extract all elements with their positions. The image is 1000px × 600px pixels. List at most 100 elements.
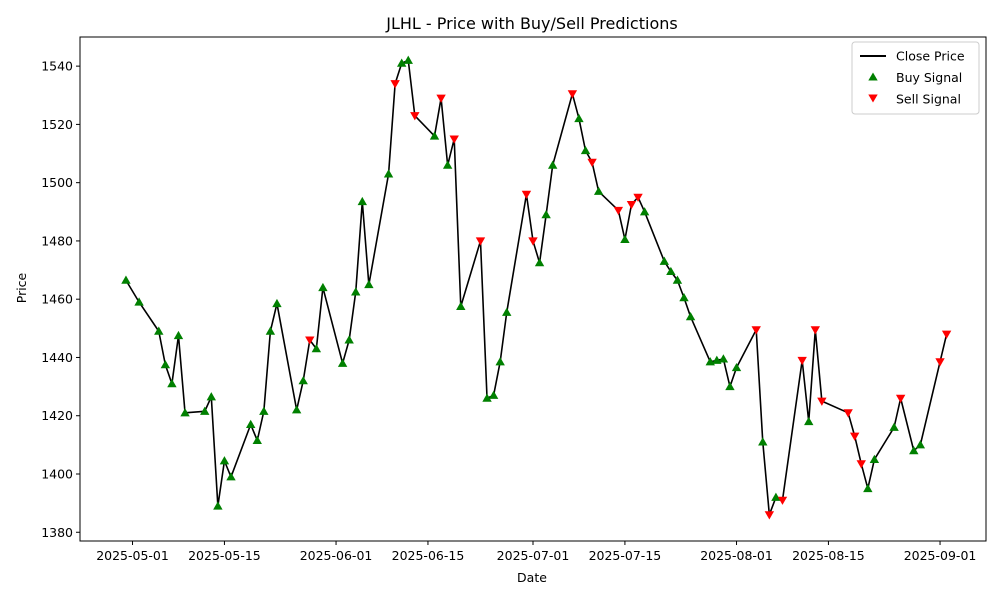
buy-signal-marker [259,406,269,415]
buy-signal-marker [718,354,729,363]
buy-signal-marker [679,293,689,302]
buy-signal-marker [502,307,512,316]
sell-signal-marker [633,193,643,202]
sell-signal-marker [613,206,624,216]
buy-signal-marker [383,169,394,178]
x-axis: 2025-05-01 2025-05-15 2025-06-01 2025-06-15… [96,541,976,563]
legend-label-sell: Sell Signal [896,92,961,107]
buy-signal-marker [318,282,328,292]
sell-signal-marker [587,158,597,167]
x-tick-label: 2025-05-01 [96,548,169,563]
buy-signal-marker [482,393,492,402]
buy-signal-marker [639,207,650,216]
buy-signal-marker [725,381,735,391]
x-tick-label: 2025-05-15 [188,548,261,563]
buy-signal-marker [758,437,768,446]
buy-signal-marker [620,234,630,243]
buy-signal-marker [403,55,413,64]
buy-signal-marker [206,392,217,401]
buy-signal-marker [731,362,742,372]
buy-signal-marker [226,472,236,481]
y-tick-label: 1440 [41,350,73,365]
x-axis-label: Date [517,570,547,585]
y-tick-label: 1420 [41,408,73,423]
legend-buy-marker [868,72,878,81]
legend: Close Price Buy Signal Sell Signal [851,41,980,115]
x-tick-label: 2025-07-01 [497,548,570,563]
sell-signal-marker [941,330,952,339]
buy-signal-marker [889,422,899,431]
buy-signal-marker [121,275,131,284]
y-tick-label: 1500 [41,175,73,190]
buy-signal-marker [134,297,144,306]
sell-signal-marker [528,237,538,246]
sell-signal-marker [935,358,945,367]
buy-signal-marker [593,186,604,195]
sell-signal-marker [817,397,827,406]
buy-signal-marker [541,210,551,219]
buy-signal-marker [160,360,171,369]
buy-signal-marker [771,492,781,501]
buy-signal-marker [547,160,558,169]
sell-signal-marker [449,135,459,144]
x-tick-label: 2025-06-15 [392,548,465,563]
buy-signal-marker [180,408,190,417]
buy-signal-marker [488,390,499,399]
buy-signal-marker [265,326,276,335]
y-tick-label: 1520 [41,117,73,132]
sell-signal-marker [567,90,578,99]
buy-signal-marker [396,58,407,67]
buy-signal-marker [869,454,880,463]
sell-signal-marker [856,460,866,469]
buy-signal-marker [272,298,282,308]
sell-signal-marker [305,336,315,345]
sell-signal-marker [390,80,400,89]
legend-box [851,41,980,115]
legend-label-close: Close Price [896,49,965,64]
legend-label-buy: Buy Signal [896,70,962,85]
sell-signal-marker [797,356,807,366]
buy-signal-marker [534,258,545,267]
sell-signal-marker [436,94,446,103]
buy-signal-marker [173,330,184,340]
buy-signal-marker [291,405,302,414]
buy-signal-marker [213,501,223,510]
y-tick-label: 1380 [41,525,73,540]
legend-sell-marker [868,94,878,103]
buy-signal-marker [456,301,466,311]
sell-signal-marker [626,200,637,210]
sell-signal-marker [777,496,788,505]
buy-signal-marker [495,357,505,366]
buy-signal-marker [804,416,814,426]
sell-signal-marker [843,409,853,418]
y-axis-label: Price [14,272,29,303]
x-tick-label: 2025-08-15 [792,548,865,563]
chart-title: JLHL - Price with Buy/Sell Predictions [385,14,677,33]
sell-signal-marker [410,112,420,121]
sell-signal-marker [764,511,775,520]
buy-signal-marker [659,256,670,265]
sell-signal-marker [810,326,821,335]
buy-signal-marker [351,287,361,296]
buy-signal-marker [364,279,374,289]
buy-signal-marker [252,435,262,445]
buy-signal-marker [429,131,440,140]
buy-signal-marker [245,419,256,428]
buy-signal-marker [685,311,696,321]
x-tick-label: 2025-07-15 [589,548,662,563]
sell-signal-marker [521,190,532,200]
y-tick-label: 1480 [41,233,73,248]
x-tick-label: 2025-06-01 [300,548,373,563]
buy-signal-marker [909,445,919,455]
buy-signal-marker [574,113,584,123]
x-tick-label: 2025-08-01 [700,548,773,563]
y-axis: 1380 1400 1420 1440 1460 1480 1500 1520 1540 [41,59,80,540]
buy-signal-marker [167,378,177,388]
buy-signal-marker [442,160,453,169]
plot-area [79,36,987,542]
buy-signal-marker [200,406,210,415]
buy-signal-marker [298,376,308,385]
x-tick-label: 2025-09-01 [904,548,977,563]
